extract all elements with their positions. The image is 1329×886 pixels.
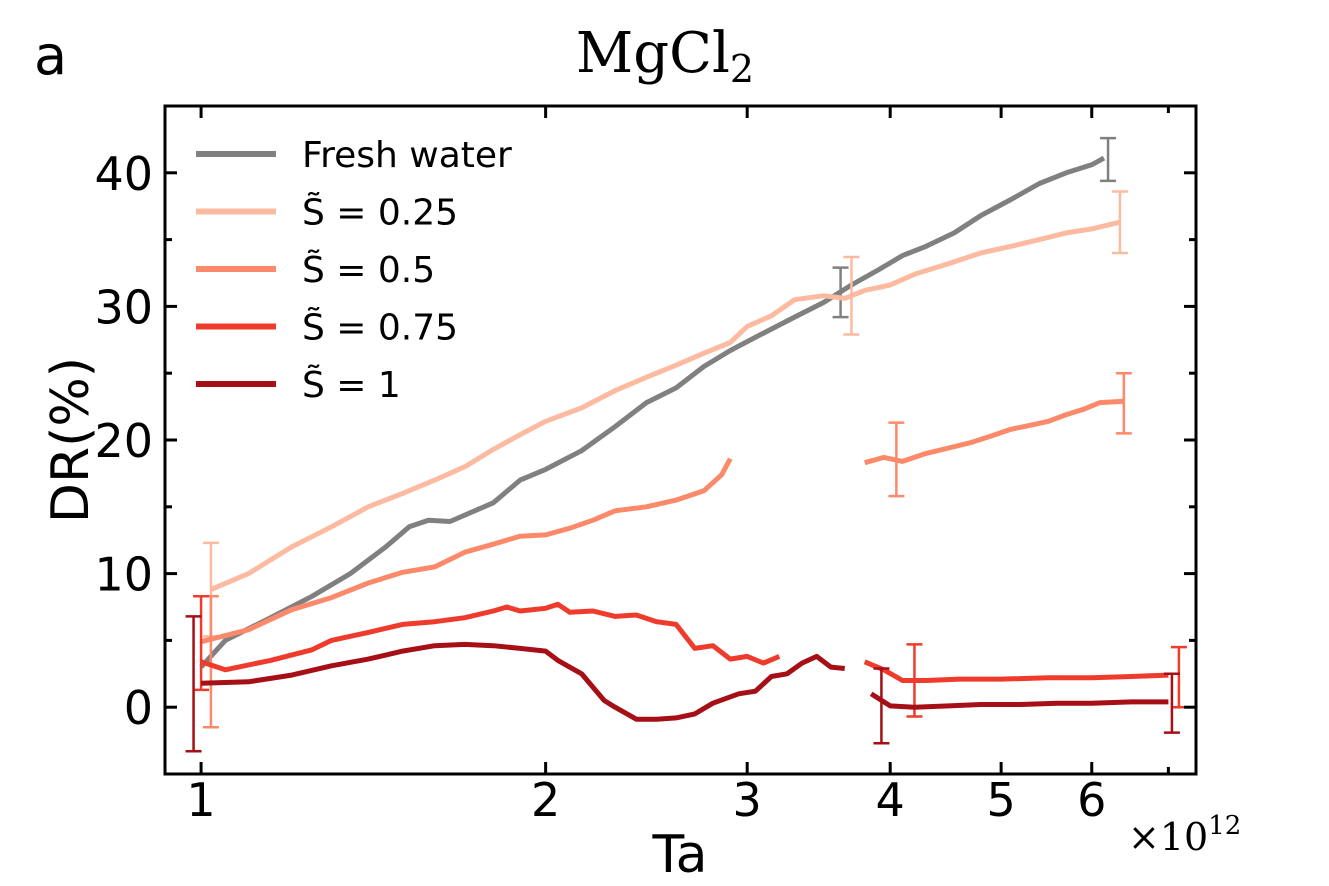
series-1 — [202, 190, 1128, 638]
x-multiplier-base: ×10 — [1128, 815, 1208, 859]
plot-area — [185, 136, 1187, 753]
x-tick-label: 5 — [986, 773, 1015, 827]
y-tick-label: 20 — [94, 414, 153, 468]
legend-entry-1: S̃ = 0.25 — [196, 192, 458, 234]
chart-title-main: MgCl — [576, 21, 730, 86]
legend-entry-0: Fresh water — [196, 135, 512, 176]
legend-label: S̃ = 0.25 — [302, 192, 458, 234]
panel-label: a — [34, 24, 67, 87]
error-bar-1-2 — [1111, 190, 1128, 255]
legend-label: Fresh water — [302, 135, 512, 176]
error-bar-1-1 — [843, 255, 860, 336]
x-tick-label: 6 — [1077, 773, 1106, 827]
series-line-4-1 — [869, 691, 1169, 710]
chart-title: MgCl2 — [576, 21, 754, 91]
y-axis-label: DR(%) — [41, 357, 101, 523]
series-line-2-1 — [864, 398, 1124, 466]
series-line-3-1 — [863, 659, 1169, 683]
legend-entry-2: S̃ = 0.5 — [196, 249, 435, 291]
y-tick-label: 0 — [124, 681, 153, 735]
chart-title-subscript: 2 — [730, 47, 754, 91]
legend-label: S̃ = 0.75 — [302, 307, 458, 349]
error-bar-3-1 — [906, 643, 923, 718]
series-0 — [199, 136, 1117, 669]
x-axis-multiplier: ×1012 — [1128, 811, 1241, 859]
error-bar-4-2 — [1163, 672, 1180, 734]
legend-label: S̃ = 1 — [302, 364, 401, 406]
error-bar-3-2 — [1170, 645, 1187, 709]
error-bar-4-0 — [185, 615, 202, 753]
axes: 0 10 20 30 40 1 2 3 4 5 6 — [94, 104, 1196, 827]
series-line-2-0 — [200, 457, 733, 645]
y-tick-label: 30 — [94, 280, 153, 334]
error-bar-2-1 — [888, 421, 905, 498]
error-bar-0-1 — [1100, 136, 1117, 183]
error-bar-3-0 — [193, 595, 210, 692]
series-line-0-0 — [199, 155, 1106, 669]
legend-entry-4: S̃ = 1 — [196, 364, 401, 406]
error-bar-4-1 — [873, 667, 890, 745]
x-multiplier-exponent: 12 — [1208, 811, 1241, 841]
legend: Fresh water S̃ = 0.25 S̃ = 0.5 S̃ = 0.75 S̃ … — [196, 135, 512, 406]
series-line-3-0 — [200, 601, 781, 673]
series-3 — [193, 595, 1187, 718]
x-tick-label: 4 — [876, 773, 905, 827]
legend-entry-3: S̃ = 0.75 — [196, 307, 458, 349]
y-tick-label: 40 — [94, 147, 153, 201]
x-tick-label: 3 — [733, 773, 762, 827]
y-tick-label: 10 — [94, 548, 153, 602]
legend-label: S̃ = 0.5 — [302, 249, 435, 291]
error-bar-0-0 — [832, 266, 849, 319]
error-bar-2-2 — [1115, 371, 1132, 435]
series-2 — [200, 371, 1132, 729]
series-line-4-0 — [201, 641, 845, 722]
x-tick-label: 2 — [531, 773, 560, 827]
series-4 — [185, 615, 1180, 753]
x-axis-label: Ta — [651, 825, 707, 885]
series-line-1-0 — [209, 219, 1121, 592]
x-tick-label: 1 — [186, 773, 215, 827]
